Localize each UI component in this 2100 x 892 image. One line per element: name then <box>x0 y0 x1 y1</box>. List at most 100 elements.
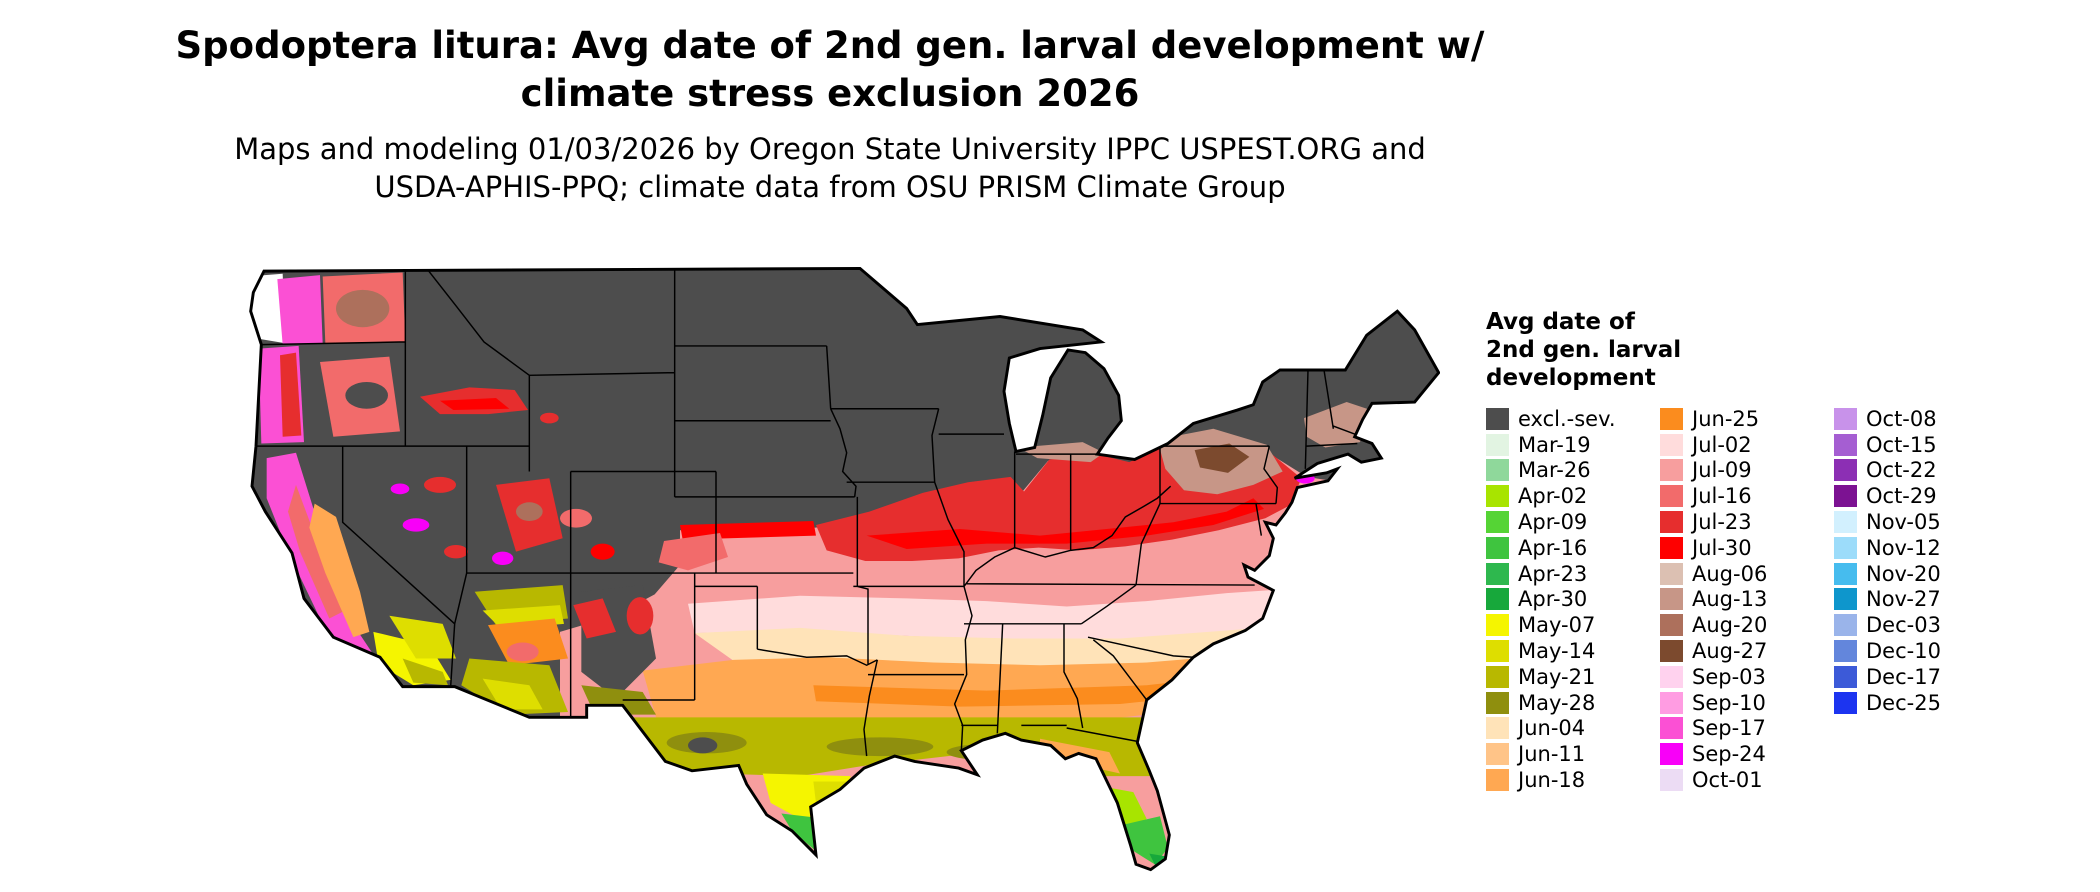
legend-swatch <box>1486 433 1509 456</box>
region-sfl-green <box>1125 816 1168 865</box>
region-may28 <box>946 744 1027 761</box>
legend-entry: Sep-17 <box>1660 716 1834 742</box>
legend-swatch <box>1660 562 1683 585</box>
legend-label: Jul-16 <box>1692 484 1752 509</box>
map-subtitle: Maps and modeling 01/03/2026 by Oregon S… <box>130 130 1530 206</box>
legend-entry: Jul-09 <box>1660 458 1834 484</box>
region-wa-brown <box>336 289 390 328</box>
legend-entry: Oct-08 <box>1834 406 2008 432</box>
legend-entry: Aug-06 <box>1660 561 1834 587</box>
legend-column-2: Jun-25 Jul-02 Jul-09 Jul-16 Jul-23 Jul-30 Aug-… <box>1660 406 1834 793</box>
legend-label: Nov-27 <box>1866 587 1941 612</box>
region-smich-brown <box>1018 442 1104 463</box>
legend-label: Aug-20 <box>1692 613 1768 638</box>
region-nv-magenta1 <box>402 518 430 532</box>
legend-label: Jul-09 <box>1692 458 1752 483</box>
legend-label: Sep-24 <box>1692 742 1766 767</box>
legend-entry: Dec-17 <box>1834 664 2008 690</box>
legend-label: Aug-06 <box>1692 561 1768 586</box>
legend-label: Nov-12 <box>1866 535 1941 560</box>
legend-swatch <box>1834 536 1857 559</box>
region-snake-bright <box>440 398 510 411</box>
legend-label: Mar-26 <box>1518 458 1591 483</box>
legend-entry: excl.-sev. <box>1486 406 1660 432</box>
legend-swatch <box>1834 614 1857 637</box>
legend-swatch <box>1834 588 1857 611</box>
legend-swatch <box>1486 407 1509 430</box>
legend-entry: Oct-01 <box>1660 767 1834 793</box>
region-wor-red <box>280 352 302 437</box>
region-pa-brown-dark <box>1194 443 1250 473</box>
legend-entry: Nov-12 <box>1834 535 2008 561</box>
legend-label: Jun-25 <box>1692 406 1760 431</box>
legend-label: Jul-23 <box>1692 510 1752 535</box>
legend-entry: Jul-30 <box>1660 535 1834 561</box>
region-nm-red2 <box>626 597 654 635</box>
legend-label: Aug-27 <box>1692 639 1768 664</box>
region-ut-magenta <box>492 551 514 566</box>
legend-entry: Mar-19 <box>1486 432 1660 458</box>
legend-swatch <box>1834 640 1857 663</box>
region-mojave <box>389 615 456 659</box>
legend-entry: Nov-27 <box>1834 587 2008 613</box>
legend-label: excl.-sev. <box>1518 406 1616 431</box>
legend-swatch <box>1486 485 1509 508</box>
legend-column-3: Oct-08 Oct-15 Oct-22 Oct-29 Nov-05 Nov-12 Nov-… <box>1834 406 2008 716</box>
legend-entry: Jun-25 <box>1660 406 1834 432</box>
legend-label: Dec-25 <box>1866 690 1941 715</box>
legend-entry: Dec-10 <box>1834 638 2008 664</box>
region-co-front <box>658 532 728 571</box>
subtitle-line1: Maps and modeling 01/03/2026 by Oregon S… <box>234 132 1426 166</box>
legend-swatch <box>1660 536 1683 559</box>
region-wa-white <box>250 273 286 344</box>
legend-swatch <box>1660 485 1683 508</box>
legend-swatch <box>1486 459 1509 482</box>
legend-swatch <box>1834 511 1857 534</box>
legend-entry: Oct-15 <box>1834 432 2008 458</box>
legend-column-1: excl.-sev. Mar-19 Mar-26 Apr-02 Apr-09 Apr-16… <box>1486 406 1660 793</box>
region-jun25 <box>813 674 1248 707</box>
legend-label: Aug-13 <box>1692 587 1768 612</box>
legend-entry: Jul-16 <box>1660 483 1834 509</box>
legend-title-line2: 2nd gen. larval <box>1486 337 1682 363</box>
map-legend: Avg date of 2nd gen. larval development … <box>1486 308 2046 793</box>
us-outline <box>249 266 1440 872</box>
legend-label: Nov-05 <box>1866 510 1941 535</box>
legend-label: Apr-30 <box>1518 587 1588 612</box>
region-red-bright <box>866 498 1264 549</box>
legend-swatch <box>1660 717 1683 740</box>
legend-swatch <box>1660 511 1683 534</box>
region-central-valley <box>309 503 370 638</box>
subtitle-line2: USDA-APHIS-PPQ; climate data from OSU PR… <box>374 170 1286 204</box>
legend-label: Oct-08 <box>1866 406 1937 431</box>
region-ca-coast-red <box>288 484 343 619</box>
legend-label: Apr-02 <box>1518 484 1588 509</box>
legend-label: Jul-30 <box>1692 535 1752 560</box>
legend-label: Nov-20 <box>1866 561 1941 586</box>
region-ut-brown <box>516 502 543 521</box>
legend-entry: Nov-05 <box>1834 509 2008 535</box>
legend-swatch <box>1660 665 1683 688</box>
legend-swatch <box>1486 588 1509 611</box>
region-wco-red <box>560 508 592 528</box>
legend-swatch <box>1486 691 1509 714</box>
legend-label: Apr-16 <box>1518 535 1588 560</box>
legend-entry: Sep-24 <box>1660 741 1834 767</box>
legend-swatch <box>1486 614 1509 637</box>
legend-entry: Apr-16 <box>1486 535 1660 561</box>
legend-swatch <box>1660 433 1683 456</box>
legend-entry: May-28 <box>1486 690 1660 716</box>
legend-swatch <box>1486 536 1509 559</box>
legend-swatch <box>1660 743 1683 766</box>
legend-label: Jul-02 <box>1692 432 1752 457</box>
legend-entry: Dec-25 <box>1834 690 2008 716</box>
page-title-line2: climate stress exclusion 2026 <box>520 72 1140 115</box>
legend-swatch <box>1834 485 1857 508</box>
legend-swatch <box>1486 717 1509 740</box>
legend-label: Dec-10 <box>1866 639 1941 664</box>
legend-label: Mar-19 <box>1518 432 1591 457</box>
legend-label: Oct-22 <box>1866 458 1937 483</box>
legend-entry: Oct-29 <box>1834 483 2008 509</box>
legend-entry: May-21 <box>1486 664 1660 690</box>
